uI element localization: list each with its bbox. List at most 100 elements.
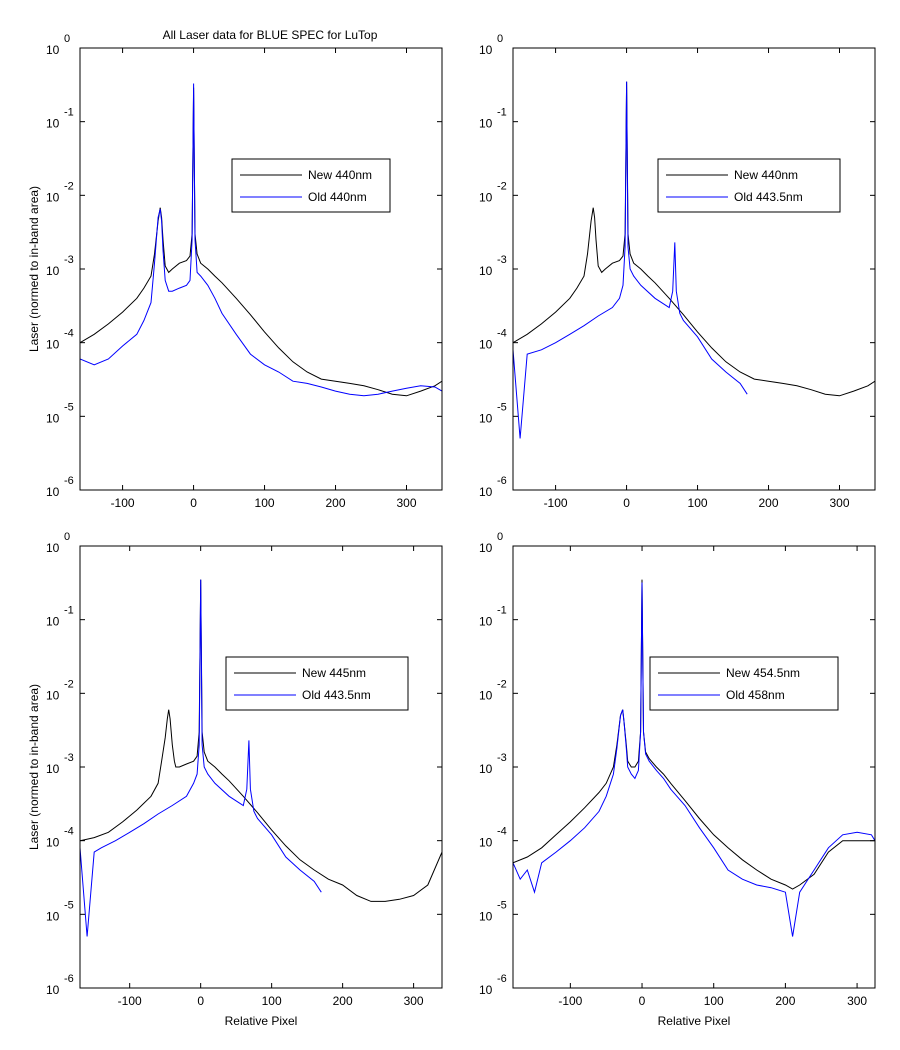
legend: New 440nm Old 440nm — [231, 158, 391, 213]
y-tick-label-base: 10 — [46, 43, 60, 57]
y-tick-label-exponent: 0 — [64, 531, 70, 543]
y-tick-label-exponent: -4 — [64, 328, 74, 340]
y-tick-label-base: 10 — [479, 338, 493, 352]
legend-box — [649, 656, 839, 711]
x-tick-label: 300 — [829, 496, 849, 510]
y-tick-label-exponent: -5 — [64, 401, 74, 413]
x-tick-label: 200 — [333, 994, 353, 1008]
y-tick-label-base: 10 — [46, 762, 60, 776]
y-tick-label-base: 10 — [46, 411, 60, 425]
y-tick-label-exponent: -4 — [64, 826, 74, 838]
y-tick-label-exponent: -3 — [64, 752, 74, 764]
y-tick-label-exponent: -2 — [64, 678, 74, 690]
series-line-old — [513, 582, 875, 937]
y-tick-label-exponent: -6 — [497, 973, 507, 985]
x-tick-label: -100 — [558, 994, 582, 1008]
y-tick-label-exponent: -6 — [497, 475, 507, 487]
y-tick-label-exponent: 0 — [497, 33, 503, 45]
legend: New 454.5nm Old 458nm — [649, 656, 839, 711]
legend-label-old: Old 440nm — [308, 190, 367, 204]
figure-title: All Laser data for BLUE SPEC for LuTop — [163, 28, 378, 42]
y-tick-label-exponent: -1 — [64, 605, 74, 617]
y-tick-label-base: 10 — [479, 485, 493, 499]
y-tick-label-base: 10 — [46, 485, 60, 499]
y-tick-label-base: 10 — [46, 541, 60, 555]
legend: New 445nm Old 443.5nm — [225, 656, 409, 711]
y-tick-label-base: 10 — [46, 983, 60, 997]
x-tick-label: 0 — [197, 994, 204, 1008]
y-tick-label-base: 10 — [479, 43, 493, 57]
y-tick-label-base: 10 — [46, 909, 60, 923]
y-tick-label-exponent: -3 — [64, 254, 74, 266]
x-tick-label: 0 — [639, 994, 646, 1008]
legend-label-new: New 440nm — [734, 168, 798, 182]
y-tick-label-exponent: 0 — [497, 531, 503, 543]
y-tick-label-exponent: 0 — [64, 33, 70, 45]
y-tick-label-base: 10 — [479, 688, 493, 702]
y-tick-label-base: 10 — [479, 190, 493, 204]
x-tick-label: 100 — [704, 994, 724, 1008]
x-axis-label: Relative Pixel — [658, 1014, 731, 1028]
y-tick-label-exponent: -4 — [497, 826, 507, 838]
y-tick-label-base: 10 — [479, 615, 493, 629]
y-tick-label-base: 10 — [46, 338, 60, 352]
legend-box — [231, 158, 391, 213]
y-tick-label-exponent: -2 — [497, 678, 507, 690]
y-axis-label: Laser (normed to in-band area) — [27, 186, 41, 352]
series-line-old — [80, 83, 442, 397]
x-tick-label: 0 — [623, 496, 630, 510]
y-tick-label-exponent: -6 — [64, 973, 74, 985]
y-tick-label-exponent: -2 — [64, 180, 74, 192]
y-tick-label-base: 10 — [479, 836, 493, 850]
y-tick-label-exponent: -3 — [497, 752, 507, 764]
chart-panel-1: -100 0 100 200 30010010-110-210-310-410-510-… — [27, 33, 443, 510]
y-tick-label-base: 10 — [479, 909, 493, 923]
x-tick-label: 100 — [262, 994, 282, 1008]
x-tick-label: 300 — [404, 994, 424, 1008]
x-tick-label: 200 — [759, 496, 779, 510]
legend-label-old: Old 443.5nm — [734, 190, 803, 204]
series-line-old — [513, 81, 748, 439]
y-tick-label-base: 10 — [46, 117, 60, 131]
x-tick-label: 100 — [255, 496, 275, 510]
legend: New 440nm Old 443.5nm — [657, 158, 841, 213]
y-tick-label-base: 10 — [46, 264, 60, 278]
legend-box — [225, 656, 409, 711]
legend-label-new: New 454.5nm — [726, 666, 800, 680]
series-line-new — [513, 81, 875, 397]
x-tick-label: 200 — [326, 496, 346, 510]
legend-label-new: New 440nm — [308, 168, 372, 182]
y-tick-label-exponent: -1 — [64, 107, 74, 119]
y-tick-label-base: 10 — [479, 541, 493, 555]
x-axis-label: Relative Pixel — [225, 1014, 298, 1028]
x-tick-label: 100 — [688, 496, 708, 510]
y-tick-label-exponent: -3 — [497, 254, 507, 266]
y-tick-label-base: 10 — [46, 615, 60, 629]
y-tick-label-exponent: -6 — [64, 475, 74, 487]
y-tick-label-base: 10 — [46, 190, 60, 204]
x-tick-label: -100 — [111, 496, 135, 510]
legend-label-old: Old 458nm — [726, 688, 785, 702]
x-tick-label: 0 — [190, 496, 197, 510]
y-tick-label-exponent: -2 — [497, 180, 507, 192]
series-line-old — [80, 579, 322, 937]
y-tick-label-base: 10 — [479, 117, 493, 131]
series-line-new — [80, 87, 442, 397]
x-tick-label: 300 — [847, 994, 867, 1008]
legend-label-old: Old 443.5nm — [302, 688, 371, 702]
y-tick-label-base: 10 — [479, 411, 493, 425]
x-tick-label: -100 — [544, 496, 568, 510]
y-tick-label-exponent: -5 — [64, 899, 74, 911]
y-tick-label-exponent: -1 — [497, 605, 507, 617]
chart-panel-4: -100 0 100 200 30010010-110-210-310-410-510-… — [479, 531, 876, 1028]
chart-panel-3: -100 0 100 200 30010010-110-210-310-410-510-… — [27, 531, 443, 1028]
y-tick-label-base: 10 — [46, 688, 60, 702]
y-tick-label-base: 10 — [479, 762, 493, 776]
x-tick-label: 200 — [775, 994, 795, 1008]
y-tick-label-exponent: -1 — [497, 107, 507, 119]
y-axis-label: Laser (normed to in-band area) — [27, 684, 41, 850]
legend-label-new: New 445nm — [302, 666, 366, 680]
x-tick-label: 300 — [396, 496, 416, 510]
